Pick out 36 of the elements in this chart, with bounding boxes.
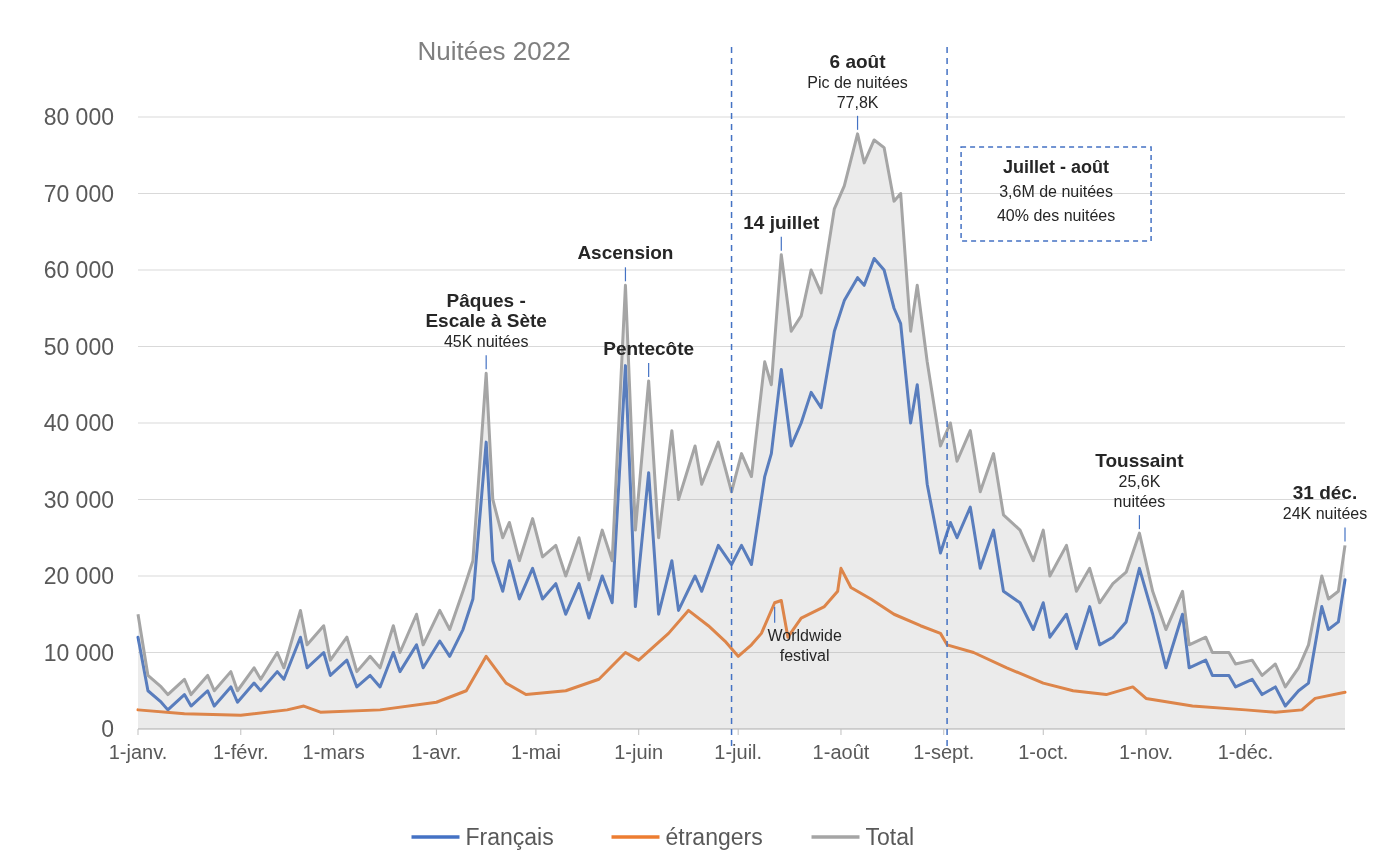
x-tick-label: 1-juin (614, 741, 664, 763)
annotation: Pentecôte (603, 337, 695, 359)
x-tick-label: 1-nov. (1118, 741, 1174, 763)
annotation: 14 juillet (743, 211, 820, 233)
y-tick-label: 50 000 (43, 333, 114, 360)
chart-title: Nuitées 2022 (417, 36, 571, 66)
x-tick-label: 1-oct. (1018, 741, 1069, 763)
x-tick-label: 1-févr. (213, 741, 269, 763)
annotation: 6 août Pic de nuitées 77,8K (807, 50, 908, 111)
legend-label: Français (465, 824, 554, 851)
x-tick-label: 1-avr. (411, 741, 462, 763)
y-tick-label: 0 (101, 716, 114, 743)
annotation: Worldwide festival (767, 626, 842, 664)
annotation: Pâques - Escale à Sète (425, 290, 547, 332)
annotation: Ascension (577, 242, 674, 264)
y-tick-label: 60 000 (43, 257, 114, 284)
line-series (136, 566, 1347, 717)
x-tick-label: 1-mai (510, 741, 561, 763)
x-tick-label: 1-août (812, 741, 870, 763)
y-tick-label: 10 000 (43, 639, 114, 666)
annotation: 31 déc. 24K nuitées (1282, 482, 1368, 523)
annotation: Toussaint 25,6K nuitées (1095, 450, 1185, 511)
legend-label: étrangers (665, 824, 763, 851)
x-tick-label: 1-mars (302, 741, 365, 763)
x-tick-label: 1-juil. (714, 741, 763, 763)
x-tick-label: 1-déc. (1217, 741, 1274, 763)
y-tick-label: 30 000 (43, 486, 114, 513)
annotation: Juillet - août 3,6M de nuitées 40% des nuitées (996, 157, 1116, 224)
y-tick-label: 40 000 (43, 410, 114, 437)
y-tick-label: 70 000 (43, 180, 114, 207)
y-tick-label: 20 000 (43, 563, 114, 590)
annotation: 45K nuitées (443, 333, 529, 351)
legend-label: Total (865, 824, 915, 851)
x-tick-label: 1-sept. (913, 741, 975, 763)
y-tick-label: 80 000 (43, 104, 114, 131)
x-tick-label: 1-janv. (108, 741, 168, 763)
